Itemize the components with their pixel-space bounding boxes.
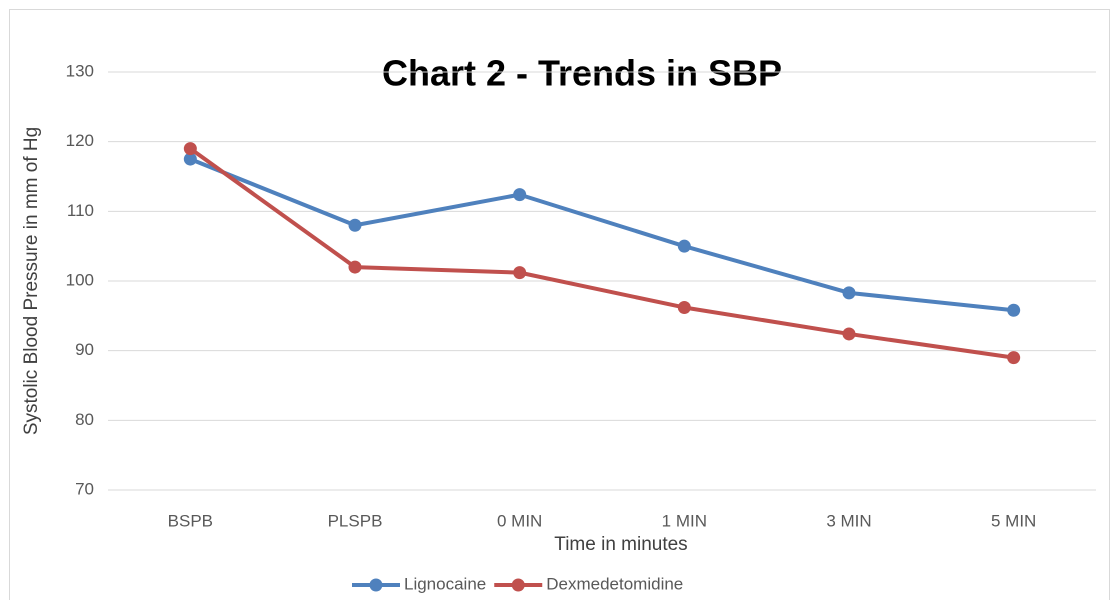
- y-tick-label: 80: [75, 410, 94, 429]
- x-tick-label: PLSPB: [328, 511, 383, 530]
- series-line: [189, 157, 1014, 313]
- data-point: [513, 266, 527, 280]
- data-point: [348, 218, 362, 232]
- data-point: [677, 300, 691, 314]
- y-tick-label: 110: [67, 201, 94, 220]
- data-point: [348, 260, 362, 274]
- legend-marker: [369, 578, 383, 592]
- legend-marker: [511, 578, 525, 592]
- x-tick-label: 0 MIN: [497, 511, 542, 530]
- y-tick-label: 130: [66, 61, 94, 80]
- x-tick-label: 5 MIN: [991, 511, 1036, 530]
- data-point: [1007, 351, 1021, 365]
- data-point: [1007, 303, 1021, 317]
- x-tick-label: 1 MIN: [662, 511, 707, 530]
- y-tick-label: 90: [75, 340, 94, 359]
- data-point: [677, 239, 691, 253]
- data-point: [183, 152, 197, 166]
- data-point: [513, 188, 527, 202]
- data-point: [842, 286, 856, 300]
- x-axis-title: Time in minutes: [554, 534, 687, 555]
- x-tick-label: BSPB: [168, 511, 213, 530]
- series-line: [189, 147, 1014, 360]
- x-tick-label: 3 MIN: [826, 511, 871, 530]
- legend-label: Lignocaine: [404, 574, 486, 593]
- y-tick-label: 120: [66, 131, 94, 150]
- chart-border: [9, 9, 1110, 600]
- data-point: [183, 142, 197, 156]
- data-point: [842, 327, 856, 341]
- y-tick-label: 70: [75, 479, 94, 498]
- legend-label: Dexmedetomidine: [546, 574, 683, 593]
- y-axis-title: Systolic Blood Pressure in mm of Hg: [21, 127, 42, 435]
- chart-title: Chart 2 - Trends in SBP: [382, 53, 782, 94]
- y-tick-label: 100: [66, 270, 94, 289]
